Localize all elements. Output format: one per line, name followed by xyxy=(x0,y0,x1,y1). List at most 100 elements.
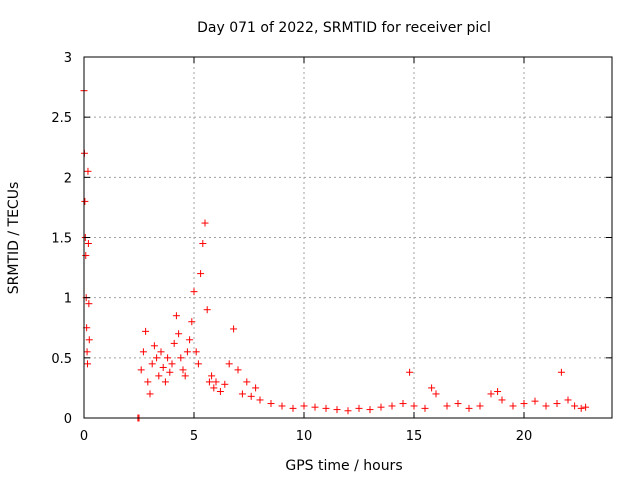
data-point xyxy=(557,368,565,376)
data-point xyxy=(300,402,308,410)
data-point xyxy=(84,167,92,175)
data-point xyxy=(199,240,207,248)
data-point xyxy=(465,404,473,412)
data-point xyxy=(168,360,176,368)
data-point xyxy=(153,354,161,362)
data-point xyxy=(81,197,89,205)
data-point xyxy=(278,402,286,410)
data-point xyxy=(421,404,429,412)
y-axis-label: SRMTID / TECUs xyxy=(6,182,22,295)
data-point xyxy=(137,366,145,374)
data-point xyxy=(399,400,407,408)
data-points xyxy=(80,87,590,422)
plot-frame xyxy=(83,56,613,419)
data-point xyxy=(212,378,220,386)
data-point xyxy=(203,306,211,314)
data-point xyxy=(164,354,172,362)
data-point xyxy=(582,403,590,411)
data-point xyxy=(542,402,550,410)
data-point xyxy=(289,404,297,412)
data-point xyxy=(256,396,264,404)
data-point xyxy=(142,327,150,335)
data-point xyxy=(267,400,275,408)
data-point xyxy=(183,348,191,356)
data-point xyxy=(454,400,462,408)
data-point xyxy=(221,380,229,388)
chart-title: Day 071 of 2022, SRMTID for receiver pic… xyxy=(197,20,491,36)
data-point xyxy=(146,390,154,398)
data-point xyxy=(520,400,528,408)
data-point xyxy=(238,390,246,398)
data-point xyxy=(172,312,180,320)
data-point xyxy=(252,384,260,392)
data-point xyxy=(205,378,213,386)
x-tick-label: 5 xyxy=(190,429,198,444)
data-point xyxy=(197,270,205,278)
y-tick-label: 2.5 xyxy=(51,111,72,126)
data-point xyxy=(388,402,396,410)
data-point xyxy=(175,330,183,338)
y-tick-label: 1 xyxy=(64,292,72,307)
grid-layer xyxy=(84,57,612,418)
data-point xyxy=(84,360,92,368)
data-point xyxy=(166,368,174,376)
data-point xyxy=(243,378,251,386)
data-point xyxy=(83,348,91,356)
data-point xyxy=(85,336,93,344)
data-point xyxy=(234,366,242,374)
data-point xyxy=(194,360,202,368)
y-tick-label: 0.5 xyxy=(51,352,72,367)
data-point xyxy=(186,336,194,344)
x-axis-label: GPS time / hours xyxy=(285,458,402,474)
data-point xyxy=(476,402,484,410)
data-point xyxy=(225,360,233,368)
y-tick-label: 1.5 xyxy=(51,232,72,247)
data-point xyxy=(333,406,341,414)
x-tick-label: 15 xyxy=(406,429,423,444)
data-point xyxy=(443,402,451,410)
axis-ticks: 0 0.5 1 1.5 2 2.5 3 0 5 10 15 20 xyxy=(51,51,612,444)
y-tick-label: 0 xyxy=(64,412,72,427)
data-point xyxy=(553,400,561,408)
data-point xyxy=(155,372,163,380)
data-point xyxy=(311,403,319,411)
data-point xyxy=(188,318,196,326)
data-point xyxy=(144,378,152,386)
data-point xyxy=(150,342,158,350)
data-point xyxy=(177,354,185,362)
data-point xyxy=(355,404,363,412)
data-point xyxy=(208,372,216,380)
data-point xyxy=(82,252,90,260)
data-point xyxy=(366,406,374,414)
data-point xyxy=(377,403,385,411)
y-tick-label: 2 xyxy=(64,171,72,186)
data-point xyxy=(201,219,209,227)
data-point xyxy=(148,360,156,368)
data-point xyxy=(498,396,506,404)
data-point xyxy=(159,363,167,371)
data-point xyxy=(230,325,238,333)
data-point xyxy=(192,348,200,356)
data-point xyxy=(216,388,224,396)
data-point xyxy=(406,368,414,376)
y-tick-label: 3 xyxy=(64,51,72,66)
data-point xyxy=(179,366,187,374)
data-point xyxy=(577,404,585,412)
data-point xyxy=(564,396,572,404)
data-point xyxy=(85,300,93,308)
data-point xyxy=(428,384,436,392)
data-point xyxy=(190,288,198,296)
data-point xyxy=(84,240,92,248)
data-point xyxy=(509,402,517,410)
data-point xyxy=(571,402,579,410)
data-point xyxy=(247,392,255,400)
x-tick-label: 0 xyxy=(80,429,88,444)
data-point xyxy=(181,372,189,380)
data-point xyxy=(494,388,502,396)
data-point xyxy=(170,339,178,347)
data-point xyxy=(410,402,418,410)
data-point xyxy=(531,397,539,405)
data-point xyxy=(344,407,352,415)
data-point xyxy=(161,378,169,386)
